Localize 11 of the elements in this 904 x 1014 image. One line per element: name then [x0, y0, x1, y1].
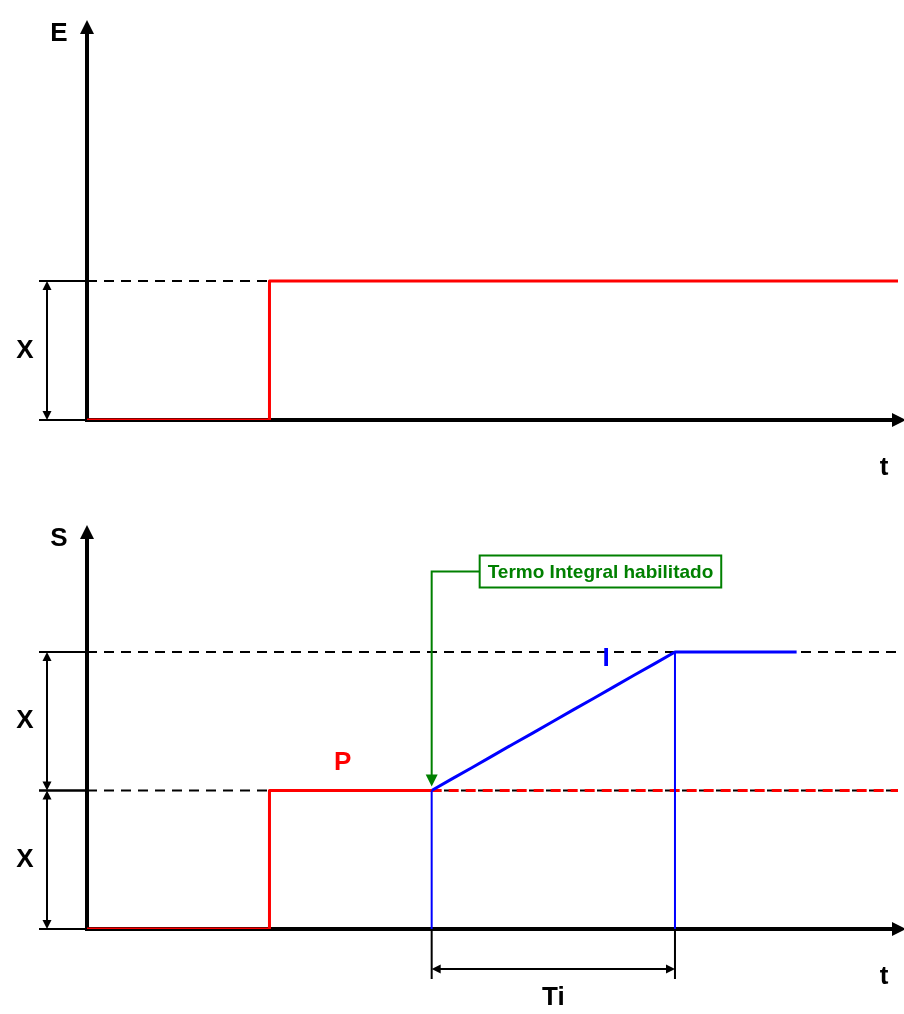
text: X — [16, 704, 35, 735]
series-label: I — [602, 641, 610, 672]
series-label: P — [333, 745, 352, 776]
text: Termo Integral habilitado — [487, 560, 714, 582]
x-axis-title: t — [878, 451, 890, 481]
y-axis-title: S — [49, 522, 69, 552]
x-axis-title: t — [878, 960, 890, 990]
text: X — [16, 333, 35, 364]
text: X — [16, 842, 35, 873]
text: Ti — [542, 981, 565, 1012]
y-axis-title: E — [49, 17, 69, 47]
